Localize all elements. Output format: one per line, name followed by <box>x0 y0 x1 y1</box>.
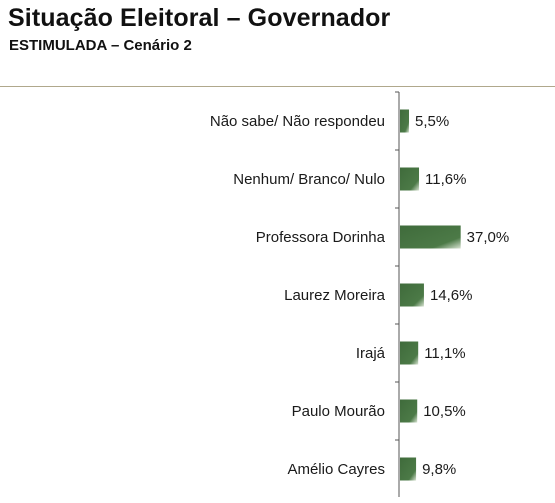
data-label: 11,6% <box>425 171 466 188</box>
data-label: 14,6% <box>430 287 473 304</box>
category-label: Irajá <box>356 345 386 362</box>
bar <box>400 457 417 481</box>
data-label: 11,1% <box>424 345 465 362</box>
data-label: 9,8% <box>422 461 456 478</box>
data-label: 37,0% <box>467 229 510 246</box>
chart-title: Situação Eleitoral – Governador <box>8 4 391 32</box>
category-label: Paulo Mourão <box>292 403 385 420</box>
chart-subtitle: ESTIMULADA – Cenário 2 <box>9 37 192 54</box>
category-label: Laurez Moreira <box>284 287 386 304</box>
bar <box>400 399 418 423</box>
bar <box>400 109 410 133</box>
category-label: Não sabe/ Não respondeu <box>210 113 385 130</box>
data-label: 10,5% <box>423 403 466 420</box>
bar <box>400 341 419 365</box>
header-divider <box>0 86 555 87</box>
category-label: Nenhum/ Branco/ Nulo <box>233 171 385 188</box>
bar <box>400 225 461 249</box>
bar <box>400 167 420 191</box>
data-label: 5,5% <box>415 113 449 130</box>
bar <box>400 283 424 307</box>
category-label: Professora Dorinha <box>256 229 386 246</box>
category-label: Amélio Cayres <box>287 461 385 478</box>
